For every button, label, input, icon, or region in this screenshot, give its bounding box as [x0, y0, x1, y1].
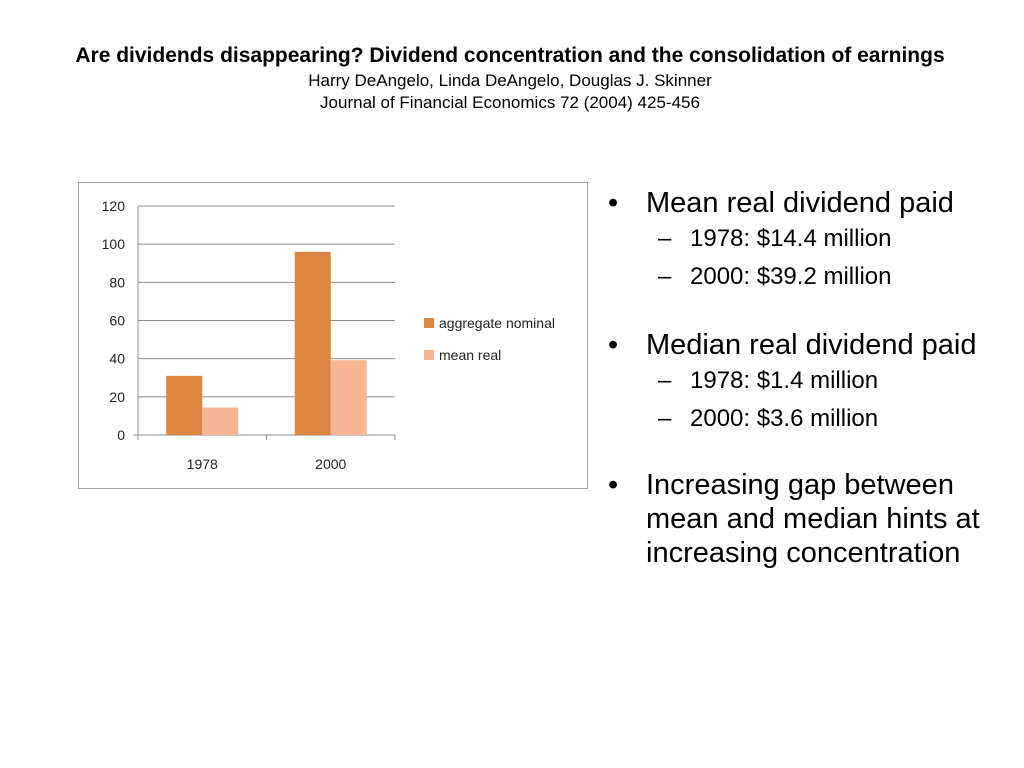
chart-frame: 0 20 40 60 80 100 120 1978 2000 aggregate nominal…: [78, 182, 588, 489]
sub-dash: –: [658, 263, 672, 290]
bullet-dot: •: [608, 329, 619, 361]
x-tick-label: 1978: [187, 456, 218, 472]
spacer: [606, 438, 1011, 468]
sub-bullet: – 1978: $14.4 million: [606, 220, 1011, 258]
bar-mean-real-2000: [330, 360, 367, 435]
bullet-text: Median real dividend paid: [646, 329, 977, 361]
y-tick-label: 60: [109, 313, 125, 329]
sub-bullet: – 2000: $3.6 million: [606, 400, 1011, 438]
bar-aggregate-nominal-1978: [166, 375, 203, 435]
bullet-text: Mean real dividend paid: [646, 187, 954, 219]
sub-dash: –: [658, 225, 672, 252]
bullet-increasing-gap: • Increasing gap between mean and median…: [606, 468, 1011, 570]
bar-aggregate-nominal-2000: [294, 251, 331, 435]
bullet-list: • Mean real dividend paid – 1978: $14.4 …: [606, 186, 1011, 570]
bar-chart: 0 20 40 60 80 100 120 1978 2000 aggregate nominal…: [102, 198, 555, 472]
y-tick-label: 80: [109, 274, 125, 290]
legend-label: mean real: [439, 347, 501, 363]
sub-bullet-text: 1978: $1.4 million: [690, 367, 879, 394]
bullet-dot: •: [608, 187, 619, 219]
legend-swatch-mean-real: [424, 350, 434, 360]
slide-header: Are dividends disappearing? Dividend con…: [60, 42, 960, 114]
bar-mean-real-1978: [202, 407, 239, 435]
sub-bullet-text: 1978: $14.4 million: [690, 225, 892, 252]
bullet-median-real: • Median real dividend paid: [606, 328, 1011, 362]
legend-swatch-aggregate-nominal: [424, 318, 434, 328]
x-tick-label: 2000: [315, 456, 346, 472]
bullet-text: Increasing gap between mean and median h…: [646, 469, 980, 569]
paper-title: Are dividends disappearing? Dividend con…: [75, 44, 945, 67]
sub-bullet: – 1978: $1.4 million: [606, 362, 1011, 400]
sub-bullet-text: 2000: $39.2 million: [690, 263, 892, 290]
sub-dash: –: [658, 405, 672, 432]
sub-bullet: – 2000: $39.2 million: [606, 258, 1011, 296]
y-tick-label: 100: [102, 236, 126, 252]
bullet-mean-real: • Mean real dividend paid: [606, 186, 1011, 220]
y-tick-label: 40: [109, 351, 125, 367]
paper-authors: Harry DeAngelo, Linda DeAngelo, Douglas …: [308, 71, 712, 90]
y-tick-label: 120: [102, 198, 126, 214]
paper-journal: Journal of Financial Economics 72 (2004)…: [320, 93, 700, 112]
spacer: [606, 296, 1011, 328]
y-tick-label: 20: [109, 389, 125, 405]
y-tick-label: 0: [117, 427, 125, 443]
bullet-dot: •: [608, 469, 619, 501]
legend-label: aggregate nominal: [439, 315, 555, 331]
sub-bullet-text: 2000: $3.6 million: [690, 405, 879, 432]
sub-dash: –: [658, 367, 672, 394]
